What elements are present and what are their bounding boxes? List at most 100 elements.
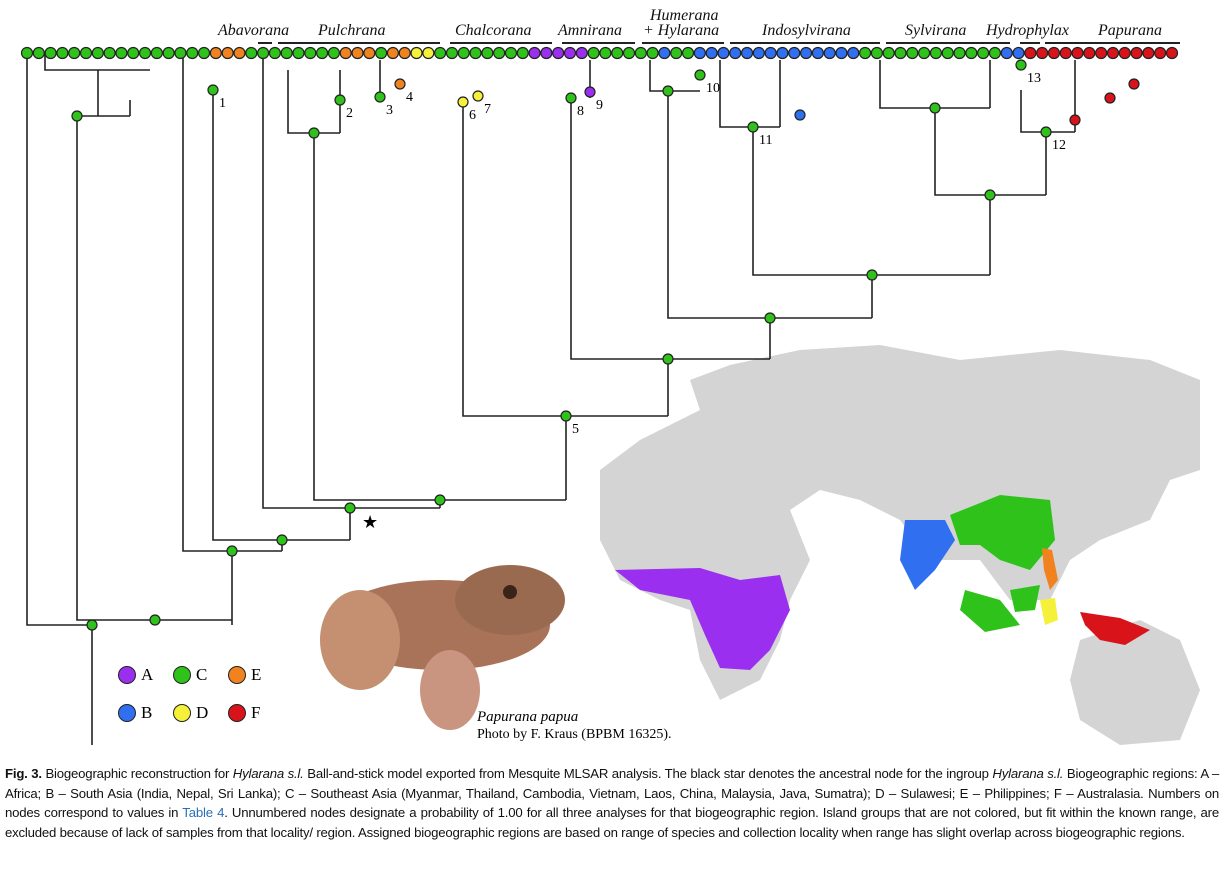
tip-node: [670, 46, 683, 60]
internal-node: [1069, 114, 1081, 126]
tip-node: [162, 46, 175, 60]
node-number-label: 6: [469, 108, 476, 123]
caption-taxon: Hylarana s.l.: [232, 766, 304, 781]
tip-node: [481, 46, 494, 60]
caption-text: . Unnumbered nodes designate a probabili…: [5, 805, 1220, 840]
tip-node: [91, 46, 104, 60]
tip-node: [634, 46, 647, 60]
node-number-label: 13: [1027, 71, 1041, 86]
internal-node: [86, 619, 98, 631]
internal-node: [334, 94, 346, 106]
tip-node: [363, 46, 376, 60]
region-c-southeast-asia: [950, 495, 1055, 570]
tip-node: [858, 46, 872, 60]
internal-node: [472, 90, 484, 102]
tip-node: [870, 46, 883, 60]
caption-taxon: Hylarana s.l.: [992, 766, 1064, 781]
tree-branches: [26, 53, 1076, 745]
legend-swatch: [228, 666, 246, 684]
tip-node: [375, 46, 388, 60]
tip-node: [528, 46, 541, 60]
tip-node: [894, 46, 907, 60]
tip-node: [776, 46, 789, 60]
internal-node: [764, 312, 776, 324]
tip-node: [516, 46, 529, 60]
legend-label: C: [196, 665, 208, 684]
node-number-label: 7: [484, 102, 491, 117]
tip-node: [977, 46, 990, 60]
internal-node: [1104, 92, 1116, 104]
legend-swatch: [173, 666, 191, 684]
region-e-philippines: [1042, 548, 1058, 590]
node-number-label: 4: [406, 90, 413, 105]
tip-node: [233, 46, 246, 60]
tip-node: [174, 46, 187, 60]
node-number-label: 3: [386, 103, 393, 118]
node-number-label: 10: [706, 81, 720, 96]
internal-node: [226, 545, 238, 557]
tip-node: [1000, 46, 1013, 60]
region-f-australasia: [1080, 612, 1150, 645]
internal-node: [565, 92, 577, 104]
node-number-label: 8: [577, 104, 584, 119]
legend-swatch: [228, 704, 246, 722]
internal-node: [662, 85, 674, 97]
tip-node: [268, 46, 281, 60]
tip-node: [658, 46, 671, 60]
world-map: [600, 345, 1200, 745]
tip-node: [197, 46, 211, 60]
tip-node: [1047, 46, 1061, 60]
tip-node: [1142, 46, 1155, 60]
region-b-south-asia: [900, 520, 955, 590]
internal-node: [694, 69, 706, 81]
clade-label-indosylvirana: Indosylvirana: [762, 22, 851, 39]
tip-node: [1130, 46, 1143, 60]
legend-item-c: C: [173, 665, 233, 685]
tip-node: [941, 46, 954, 60]
figure-caption: Fig. 3. Biogeographic reconstruction for…: [5, 764, 1219, 842]
tip-node: [965, 46, 978, 60]
legend-label: A: [141, 665, 154, 684]
tip-node: [563, 46, 577, 60]
internal-node: [394, 78, 406, 90]
tip-node: [705, 46, 718, 60]
star-icon: ★: [362, 512, 378, 532]
tip-node: [32, 46, 45, 60]
tip-node: [493, 46, 506, 60]
tip-node: [929, 46, 943, 60]
tip-node: [245, 46, 258, 60]
table-4-link[interactable]: Table 4: [182, 805, 225, 821]
legend-swatch: [118, 666, 136, 684]
internal-node: [344, 502, 356, 514]
tip-node: [457, 46, 470, 60]
caption-text: Biogeographic regions: A – Africa; B – S…: [5, 766, 1219, 821]
tip-node: [599, 46, 612, 60]
tip-node: [1036, 46, 1049, 60]
tip-node: [587, 46, 600, 60]
internal-node: [584, 86, 596, 98]
internal-node: [374, 91, 386, 103]
node-number-label: 11: [759, 133, 772, 148]
legend-swatch: [173, 704, 191, 722]
caption-label: Fig. 3.: [5, 766, 42, 781]
node-number-label: 9: [596, 98, 603, 113]
tip-node: [256, 46, 270, 60]
tip-node: [953, 46, 966, 60]
internal-node: [71, 110, 83, 122]
tip-node: [988, 46, 1002, 60]
node-number-label: 5: [572, 422, 579, 437]
internal-node: [207, 84, 219, 96]
photo-caption: Papurana papua Photo by F. Kraus (BPBM 1…: [477, 709, 672, 743]
tip-node: [764, 46, 777, 60]
legend-item-f: F: [228, 703, 288, 723]
tip-node: [1106, 46, 1120, 60]
internal-node: [457, 96, 469, 108]
node-number-label: 2: [346, 106, 353, 121]
tip-node: [292, 46, 305, 60]
tip-node: [1059, 46, 1072, 60]
tip-node: [1154, 46, 1167, 60]
legend-item-b: B: [118, 703, 178, 723]
tip-node: [1012, 46, 1025, 60]
tip-node: [882, 46, 895, 60]
